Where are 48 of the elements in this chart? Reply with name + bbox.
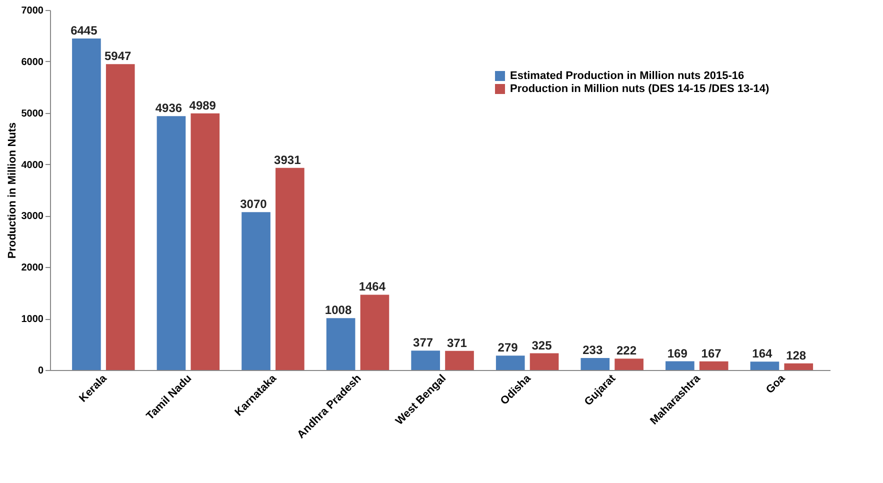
bar [614, 358, 644, 370]
data-label: 3931 [274, 152, 302, 167]
data-label: 4989 [189, 98, 216, 112]
data-label: 377 [413, 336, 434, 350]
data-label: 167 [701, 346, 722, 360]
data-label: 371 [446, 336, 468, 350]
data-label: 233 [582, 343, 603, 358]
bar [242, 212, 270, 370]
bar [156, 116, 186, 370]
data-label: 1008 [324, 303, 352, 318]
y-tick-label: 5000 [21, 108, 44, 120]
data-label: 279 [498, 340, 518, 355]
bar [445, 350, 474, 370]
bar [72, 38, 101, 370]
y-tick-label: 2000 [21, 262, 44, 274]
data-label: 1464 [358, 280, 386, 294]
bar [276, 168, 304, 370]
bar [580, 358, 610, 370]
bar [784, 363, 814, 370]
y-tick-label: 6000 [21, 56, 44, 68]
data-label: 3070 [240, 197, 268, 212]
bar [496, 356, 525, 370]
y-axis-title: Production in Million Nuts [6, 122, 18, 259]
legend-label: Production in Million nuts (DES 14-15 /DES 13-14) [510, 83, 770, 95]
bar [360, 294, 390, 370]
bar [530, 353, 559, 370]
bar [750, 362, 780, 370]
data-label: 169 [667, 346, 688, 360]
bar [190, 113, 220, 370]
legend-label: Estimated Production in Million nuts 2015-16 [510, 70, 744, 82]
x-tick-label: Goa [764, 372, 788, 396]
data-label: 4936 [155, 101, 182, 116]
y-tick-label: 1000 [21, 314, 44, 326]
bar [699, 361, 728, 370]
bar [666, 361, 694, 370]
y-tick-label: 0 [38, 366, 44, 376]
bar [411, 350, 440, 370]
y-tick-label: 7000 [21, 6, 44, 16]
data-label: 5947 [104, 49, 132, 64]
bar [326, 318, 356, 370]
data-label: 325 [532, 338, 552, 352]
bar [106, 64, 135, 370]
data-label: 222 [616, 344, 637, 358]
y-tick-label: 3000 [21, 211, 44, 222]
data-label: 6445 [70, 24, 98, 38]
y-tick-label: 4000 [21, 160, 44, 171]
data-label: 128 [786, 348, 806, 362]
data-label: 164 [752, 346, 773, 361]
